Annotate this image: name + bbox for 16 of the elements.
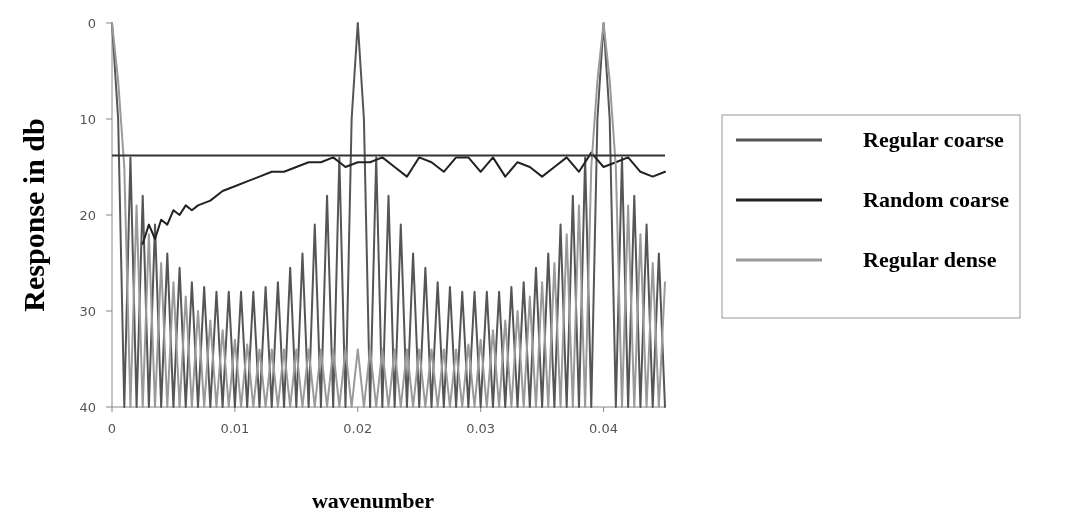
x-tick-label: 0.01 xyxy=(220,421,250,436)
y-tick-label: 30 xyxy=(79,303,96,319)
legend-label: Regular coarse xyxy=(863,127,1004,152)
x-tick-label: 0.04 xyxy=(589,421,619,436)
x-axis-title: wavenumber xyxy=(311,488,435,513)
legend-label: Regular dense xyxy=(863,247,997,272)
y-axis-title: Response in db xyxy=(17,118,50,312)
x-tick-label: 0 xyxy=(107,421,117,436)
line-series xyxy=(141,151,666,245)
legend-label: Random coarse xyxy=(863,187,1010,212)
y-tick-label: 40 xyxy=(79,399,96,415)
y-tick-label: 0 xyxy=(87,15,96,31)
x-tick-label: 0.03 xyxy=(466,421,496,436)
x-tick-label: 0.02 xyxy=(343,421,373,436)
y-tick-label: 20 xyxy=(79,207,96,223)
y-tick-label: 10 xyxy=(79,111,96,127)
